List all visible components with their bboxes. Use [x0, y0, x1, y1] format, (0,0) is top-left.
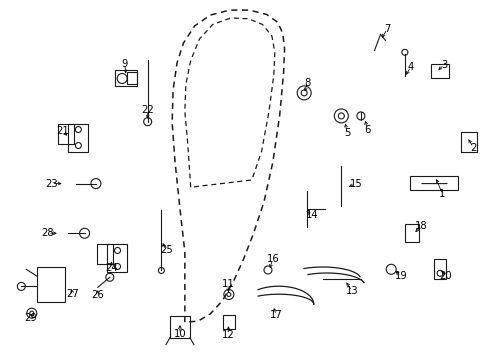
Text: 12: 12 [221, 330, 234, 340]
Text: 13: 13 [345, 286, 358, 296]
Text: 16: 16 [266, 254, 279, 264]
Text: 25: 25 [160, 245, 172, 255]
Text: 8: 8 [304, 78, 309, 88]
Text: 19: 19 [394, 271, 407, 282]
Text: 7: 7 [383, 24, 390, 34]
Bar [37, 267, 65, 302]
Text: 6: 6 [364, 125, 370, 135]
Bar [223, 315, 234, 329]
Bar [58, 123, 74, 144]
Text: 20: 20 [439, 271, 451, 282]
Text: 10: 10 [173, 329, 186, 339]
Text: 11: 11 [221, 279, 234, 289]
Text: 28: 28 [41, 228, 54, 238]
Text: 23: 23 [45, 179, 58, 189]
Bar [433, 259, 445, 279]
Text: 15: 15 [349, 179, 362, 189]
Bar [68, 123, 88, 152]
Text: 1: 1 [438, 189, 445, 199]
Bar [461, 132, 476, 152]
Bar [97, 244, 113, 265]
Bar [170, 316, 189, 338]
Text: 2: 2 [469, 143, 476, 153]
Bar [404, 224, 418, 242]
Text: 4: 4 [407, 62, 413, 72]
Text: 21: 21 [56, 126, 69, 136]
Text: 3: 3 [440, 60, 446, 70]
Bar [115, 71, 137, 86]
Text: 29: 29 [24, 312, 37, 323]
Text: 17: 17 [269, 310, 282, 320]
Text: 18: 18 [414, 221, 427, 231]
Text: 26: 26 [91, 290, 104, 300]
Text: 14: 14 [305, 210, 318, 220]
Text: 24: 24 [105, 263, 118, 273]
Bar [127, 72, 137, 85]
Bar [430, 64, 448, 78]
Bar [409, 176, 457, 190]
Text: 9: 9 [121, 59, 128, 69]
Text: 27: 27 [66, 289, 79, 300]
Bar [107, 244, 127, 273]
Text: 22: 22 [141, 105, 154, 115]
Text: 5: 5 [343, 128, 350, 138]
